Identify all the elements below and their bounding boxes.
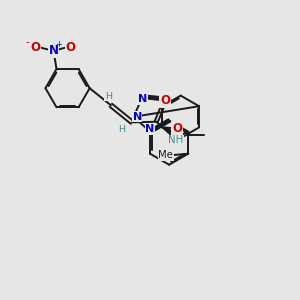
Text: Me: Me xyxy=(158,150,173,160)
Text: N: N xyxy=(49,44,58,57)
Text: +: + xyxy=(56,40,62,49)
Text: -: - xyxy=(26,37,30,47)
Text: O: O xyxy=(30,41,40,54)
Text: NH: NH xyxy=(168,135,184,145)
Text: N: N xyxy=(133,112,142,122)
Text: N: N xyxy=(138,94,147,104)
Text: N: N xyxy=(146,124,154,134)
Text: O: O xyxy=(65,41,75,54)
Text: H: H xyxy=(118,125,125,134)
Text: O: O xyxy=(172,122,182,134)
Text: O: O xyxy=(160,94,170,107)
Text: H: H xyxy=(105,92,112,101)
